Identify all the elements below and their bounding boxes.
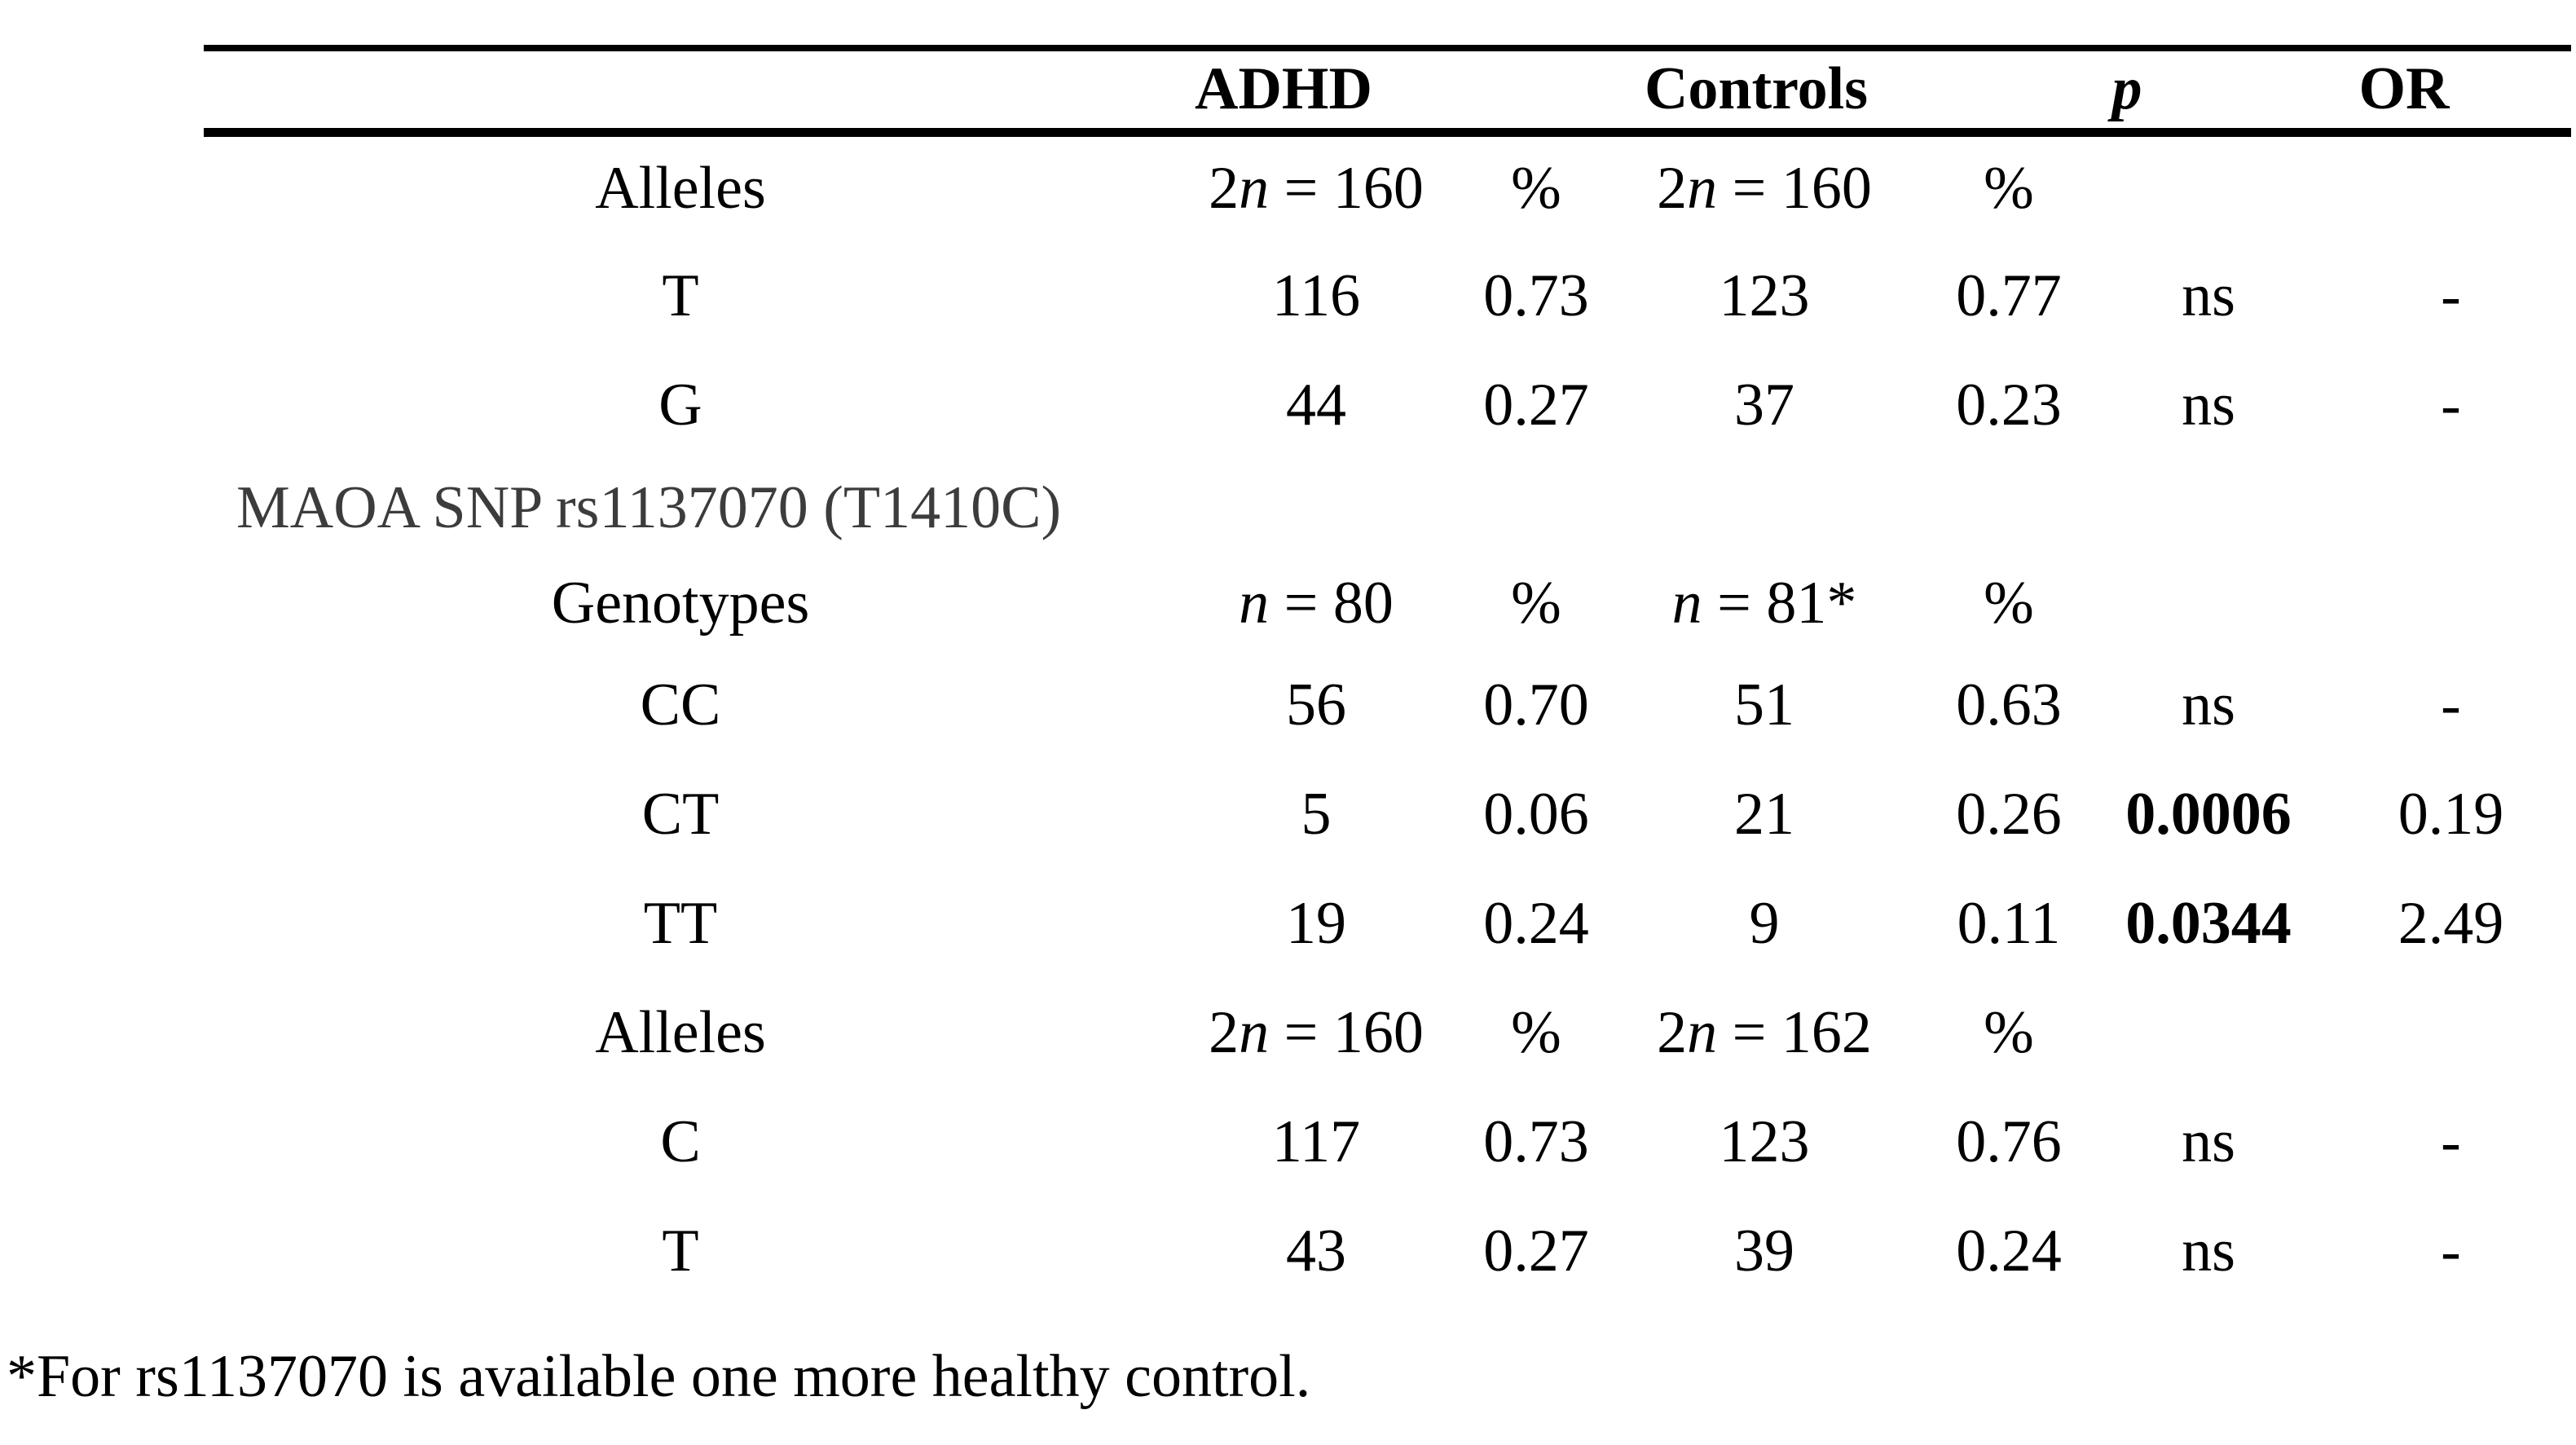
table-cell: [2086, 132, 2331, 241]
table-cell: [2086, 978, 2331, 1087]
table-cell: 2n = 160: [1657, 155, 1872, 222]
table-cell: -: [2441, 1217, 2461, 1284]
table-cell: [2086, 556, 2331, 650]
table-row: Genotypes n = 80% n = 81*%: [204, 556, 2571, 650]
table-header-row: ADHD Controls p OR: [204, 48, 2571, 132]
table-cell: -: [2441, 262, 2461, 329]
table-body: Alleles 2n = 160% 2n = 160% T 116 0.73 123 0.77…: [204, 132, 2571, 1306]
table-cell: 117: [1271, 1108, 1361, 1175]
table-cell: 21: [1734, 780, 1794, 848]
table-cell: %: [1511, 155, 1561, 222]
row-label: CT: [641, 780, 720, 848]
table-cell: ns: [2182, 1217, 2235, 1284]
table-cell: 0.27: [1483, 1217, 1589, 1284]
table-cell: 19: [1286, 889, 1346, 957]
table-cell: 56: [1286, 671, 1346, 738]
table-row: C 117 0.73 123 0.76 ns -: [204, 1087, 2571, 1196]
table-cell: n = 80: [1239, 569, 1394, 637]
row-label: C: [660, 1108, 701, 1175]
table-cell: ns: [2182, 371, 2235, 438]
table-row: G 44 0.27 37 0.23 ns -: [204, 350, 2571, 460]
table-cell: %: [1984, 998, 2034, 1066]
table-cell: [2331, 556, 2571, 650]
header-adhd: ADHD: [1195, 55, 1372, 123]
row-label: TT: [643, 889, 718, 957]
table-row: T 43 0.27 39 0.24 ns -: [204, 1196, 2571, 1306]
row-label: T: [662, 262, 699, 329]
table-cell: 2.49: [2398, 889, 2504, 957]
table-cell: 9: [1749, 889, 1780, 957]
table-cell: [2331, 978, 2571, 1087]
table-cell: %: [1511, 569, 1561, 637]
table-cell: 0.73: [1483, 262, 1589, 329]
table-cell: 123: [1719, 262, 1810, 329]
table-cell: 39: [1734, 1217, 1794, 1284]
table-row: Alleles 2n = 160% 2n = 160%: [204, 132, 2571, 241]
table-cell: 0.06: [1483, 780, 1589, 848]
table-row: MAOA SNP rs1137070 (T1410C): [204, 460, 2571, 556]
table-cell: 0.24: [1956, 1217, 2062, 1284]
table-cell: 37: [1734, 371, 1794, 438]
row-label: CC: [640, 671, 721, 738]
table-cell: 0.76: [1956, 1108, 2062, 1175]
table-footnote: *For rs1137070 is available one more hea…: [7, 1343, 1311, 1410]
table-cell: 51: [1734, 671, 1794, 738]
table-cell: 43: [1286, 1217, 1346, 1284]
table-row: CC 56 0.70 51 0.63 ns -: [204, 650, 2571, 760]
table-row: T 116 0.73 123 0.77 ns -: [204, 241, 2571, 350]
genetics-association-table: ADHD Controls p OR Alleles 2n = 160% 2n = …: [204, 45, 2571, 1306]
table-row: CT 5 0.06 21 0.26 0.0006 0.19: [204, 760, 2571, 869]
row-label: T: [662, 1217, 699, 1284]
table-cell: 0.63: [1956, 671, 2062, 738]
table-cell: 44: [1286, 371, 1346, 438]
table-cell: 0.73: [1483, 1108, 1589, 1175]
header-empty-cell: [1475, 48, 1597, 132]
table-cell: 0.77: [1956, 262, 2062, 329]
table-cell: -: [2441, 671, 2461, 738]
header-empty-cell: [204, 48, 1157, 132]
row-label: G: [658, 371, 702, 438]
row-label: Genotypes: [551, 569, 810, 637]
table-cell: 0.0344: [2125, 889, 2292, 957]
table-cell: 0.11: [1957, 889, 2061, 957]
table-cell: %: [1511, 998, 1561, 1066]
table-cell: ns: [2182, 671, 2235, 738]
table-row: Alleles 2n = 160% 2n = 162%: [204, 978, 2571, 1087]
table-cell: 116: [1271, 262, 1361, 329]
header-empty-cell: [1931, 48, 2086, 132]
table-cell: -: [2441, 371, 2461, 438]
table-cell: 0.19: [2398, 780, 2504, 848]
section-label: MAOA SNP rs1137070 (T1410C): [236, 474, 1062, 541]
header-p-value: p: [2111, 55, 2142, 123]
table-header: ADHD Controls p OR: [204, 48, 2571, 132]
table-cell: 123: [1719, 1108, 1810, 1175]
table-cell: 5: [1301, 780, 1332, 848]
table-cell: ns: [2182, 1108, 2235, 1175]
table-cell: 0.70: [1483, 671, 1589, 738]
table-cell: 0.24: [1483, 889, 1589, 957]
table-cell: ns: [2182, 262, 2235, 329]
table-cell: 2n = 160: [1209, 155, 1424, 222]
header-odds-ratio: OR: [2358, 55, 2450, 123]
row-label: Alleles: [595, 155, 766, 222]
table-cell: %: [1984, 155, 2034, 222]
table-cell: %: [1984, 569, 2034, 637]
header-controls: Controls: [1644, 55, 1869, 123]
table-row: TT 19 0.24 9 0.11 0.0344 2.49: [204, 869, 2571, 978]
table-cell: 0.26: [1956, 780, 2062, 848]
table-cell: [2331, 132, 2571, 241]
table-cell: 2n = 160: [1209, 998, 1424, 1066]
row-label: Alleles: [595, 998, 766, 1066]
table-cell: 2n = 162: [1657, 998, 1872, 1066]
table-cell: 0.27: [1483, 371, 1589, 438]
table-cell: 0.23: [1956, 371, 2062, 438]
table-cell: 0.0006: [2125, 780, 2292, 848]
table-cell: n = 81*: [1671, 569, 1857, 637]
table-cell: -: [2441, 1108, 2461, 1175]
